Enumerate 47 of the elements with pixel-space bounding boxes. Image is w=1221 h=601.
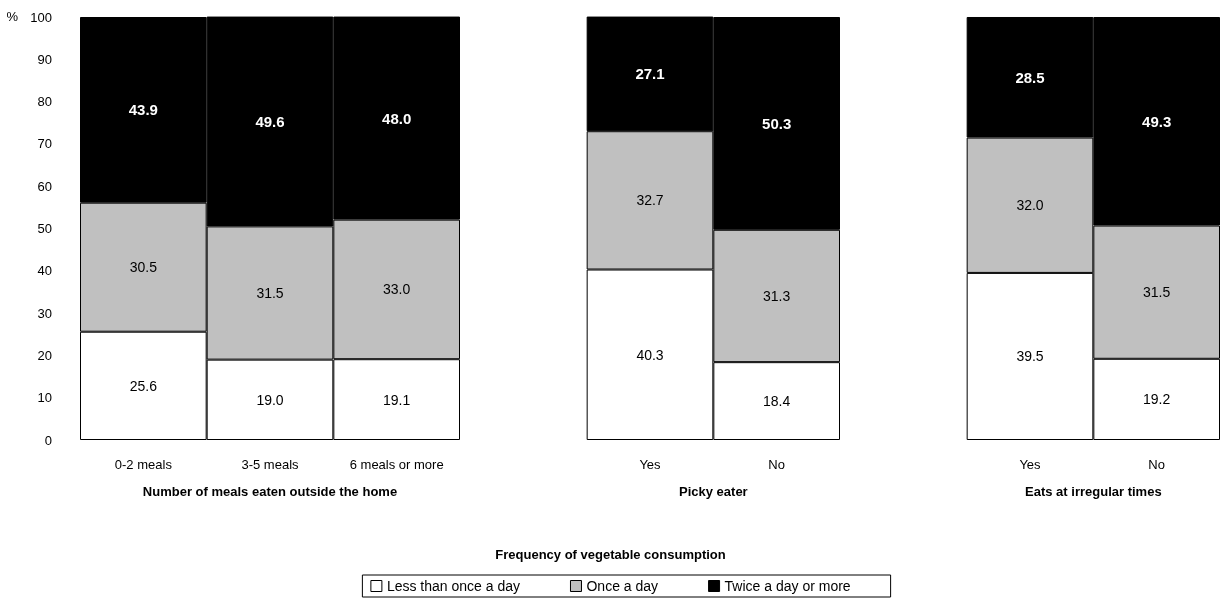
data-label: 32.7 [636, 192, 664, 209]
x-tick-label: 3-5 meals [241, 457, 300, 472]
y-tick-label: 70 [37, 136, 52, 152]
y-tick-label: 60 [37, 178, 52, 194]
data-label: 31.3 [763, 287, 791, 304]
data-label: 28.5 [1015, 68, 1045, 86]
y-tick-label: 80 [37, 94, 52, 110]
y-tick-label: 0 [44, 432, 52, 448]
x-tick-label: No [1148, 457, 1165, 472]
legend-title: Frequency of vegetable consumption [495, 547, 726, 562]
legend-label: Less than once a day [386, 578, 520, 594]
x-tick-label: No [768, 457, 785, 472]
y-tick-label: 90 [37, 51, 52, 67]
data-label: 19.2 [1143, 391, 1171, 408]
data-label: 31.5 [256, 285, 284, 302]
data-label: 33.0 [383, 281, 411, 298]
data-label: 40.3 [636, 346, 664, 363]
text: Eats at irregular times [1025, 484, 1162, 499]
y-tick-label: 40 [37, 263, 52, 279]
data-label: 49.6 [255, 112, 285, 130]
y-tick-label: 20 [37, 347, 52, 363]
text: Number of meals eaten outside the home [142, 484, 398, 499]
y-tick-label: 30 [37, 305, 52, 321]
x-tick-label: 6 meals or more [349, 457, 444, 472]
data-label: 19.1 [383, 391, 411, 408]
legend-label: Once a day [586, 578, 659, 594]
data-label: 31.5 [1143, 284, 1171, 301]
x-tick-label: Yes [639, 457, 662, 472]
data-label: 25.6 [129, 377, 158, 394]
data-label: 18.4 [763, 393, 791, 410]
y-tick-label: 10 [37, 390, 52, 406]
data-label: 39.5 [1016, 348, 1044, 365]
legend-label: Twice a day or more [724, 578, 851, 594]
x-tick-label: 0-2 meals [114, 457, 173, 472]
data-label: 30.5 [129, 259, 158, 276]
x-tick-label: Yes [1019, 457, 1042, 472]
y-tick-label: 50 [37, 221, 52, 236]
data-label: 32.0 [1016, 197, 1044, 214]
data-label: 19.0 [256, 391, 284, 408]
data-label: 43.9 [128, 101, 158, 119]
data-label: 50.3 [762, 114, 792, 132]
data-label: 49.3 [1142, 112, 1172, 130]
y-axis-title: % [6, 9, 19, 24]
data-label: 27.1 [635, 65, 665, 83]
text: Picky eater [679, 484, 748, 499]
data-label: 48.0 [382, 109, 412, 127]
y-tick-label: 100 [30, 9, 52, 25]
